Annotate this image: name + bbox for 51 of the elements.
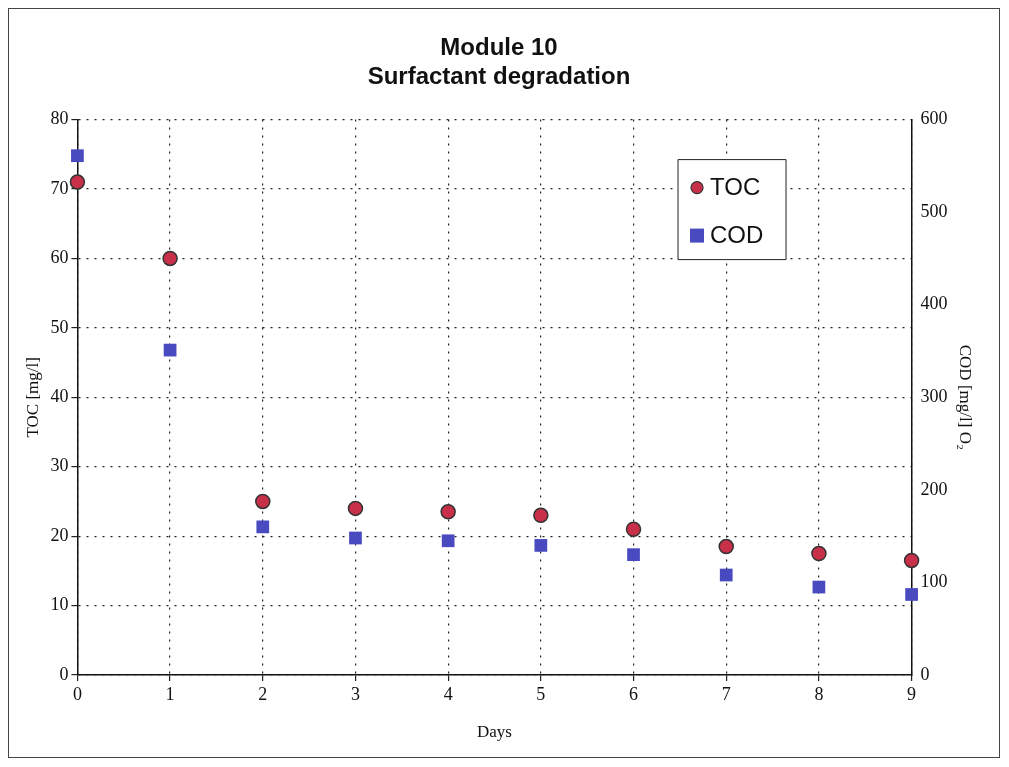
y2-tick-label: 600 [920, 108, 948, 129]
y-tick-label: 20 [50, 524, 69, 545]
point [625, 521, 642, 537]
x-tick-label: 9 [907, 683, 917, 704]
point [811, 545, 827, 562]
x-tick-label: 8 [814, 683, 824, 704]
y-tick-label: 30 [50, 455, 69, 476]
point [349, 531, 362, 545]
point [905, 588, 918, 601]
x-tick-label: 6 [629, 683, 639, 704]
text: Module 10 [440, 33, 558, 61]
point [441, 534, 455, 548]
point [71, 149, 84, 163]
y2-tick-label: 0 [920, 663, 930, 684]
point [255, 493, 271, 510]
point [903, 552, 920, 569]
y-tick-label: 80 [50, 108, 69, 129]
point [256, 520, 270, 534]
y-axis-title: TOC [mg/l] [22, 357, 42, 438]
y2-tick-label: 400 [920, 293, 948, 314]
point [719, 568, 733, 582]
y-tick-label: 10 [50, 594, 69, 615]
x-tick-label: 3 [350, 683, 360, 704]
point [718, 538, 734, 555]
x-tick-label: 5 [536, 683, 546, 704]
y2-tick-label: 300 [920, 386, 948, 407]
point [627, 548, 640, 562]
point [534, 539, 548, 552]
y-tick-label: 40 [50, 386, 69, 407]
legend-label: COD [710, 221, 764, 249]
point [347, 500, 364, 517]
text: Surfactant degradation [367, 61, 631, 89]
point [440, 504, 456, 520]
x-tick-label: 4 [443, 683, 453, 704]
point [533, 507, 549, 524]
point [69, 174, 86, 190]
x-tick-label: 2 [258, 683, 268, 704]
y2-tick-label: 200 [920, 478, 948, 499]
y-tick-label: 70 [50, 177, 69, 198]
x-tick-label: 1 [165, 683, 175, 704]
y2-axis-title: COD [mg/l] O₂ [956, 344, 976, 450]
point [162, 250, 178, 267]
y-tick-label: 50 [50, 316, 69, 337]
x-tick-label: 0 [72, 683, 82, 704]
legend-label: TOC [710, 173, 761, 201]
y2-tick-label: 500 [920, 200, 948, 221]
x-axis-title: Days [477, 722, 512, 742]
y-tick-label: 60 [50, 247, 69, 268]
x-tick-label: 7 [721, 683, 731, 704]
y-tick-label: 0 [59, 663, 69, 684]
y2-tick-label: 100 [920, 571, 948, 592]
